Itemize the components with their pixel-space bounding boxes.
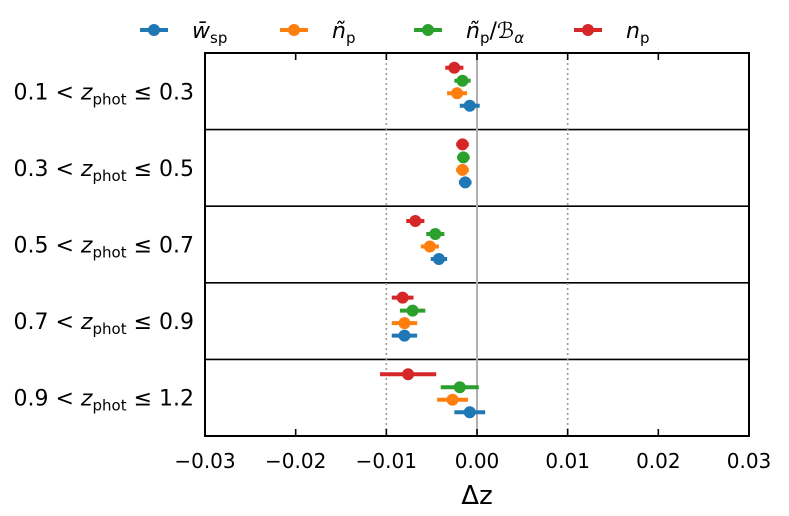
point-n_p-tilde-1 (456, 163, 469, 176)
legend-marker-2 (422, 24, 434, 36)
point-n_p-2 (409, 215, 422, 227)
bin-label: 0.7 < zphot ≤ 0.9 (14, 310, 195, 338)
point-w_sp-3 (398, 329, 411, 342)
legend-label-3: np (626, 19, 649, 47)
x-tick-label: −0.03 (174, 449, 235, 473)
point-n_p-tilde-/-B_alpha-0 (456, 74, 469, 87)
point-w_sp-2 (432, 253, 445, 265)
bin-label-var: z (80, 157, 93, 182)
x-tick-label: −0.01 (356, 449, 417, 473)
legend-label-1: ñp (332, 19, 355, 47)
legend-suffix: / (489, 19, 497, 44)
point-n_p-tilde-4 (446, 393, 459, 406)
bin-label-pre: 0.9 < (14, 387, 81, 412)
bin-label-pre: 0.5 < (14, 234, 81, 259)
bin-label: 0.5 < zphot ≤ 0.7 (14, 234, 195, 262)
bin-label: 0.1 < zphot ≤ 0.3 (14, 80, 195, 108)
point-n_p-tilde-/-B_alpha-1 (457, 151, 470, 164)
x-tick-label: 0.02 (636, 449, 681, 473)
point-n_p-4 (402, 368, 415, 381)
bin-label-pre: 0.1 < (14, 80, 81, 105)
legend-sub: p (346, 29, 356, 47)
legend-sub: p (640, 29, 650, 47)
bin-label-sub: phot (92, 167, 126, 185)
point-n_p-tilde-/-B_alpha-3 (406, 304, 419, 317)
bin-label-post: ≤ 0.9 (127, 310, 194, 335)
bin-label: 0.9 < zphot ≤ 1.2 (14, 387, 195, 415)
x-axis-label: Δz (461, 481, 492, 511)
legend-base: n (626, 19, 640, 44)
legend-base: ñ (466, 19, 480, 44)
bin-label-sub: phot (92, 397, 126, 415)
data-marks (379, 61, 486, 419)
bin-label-post: ≤ 0.5 (127, 157, 194, 182)
point-n_p-tilde-/-B_alpha-4 (453, 381, 466, 394)
axes: 0.1 < zphot ≤ 0.30.3 < zphot ≤ 0.50.5 < … (14, 52, 772, 473)
bin-label-sub: phot (92, 90, 126, 108)
point-w_sp-1 (459, 176, 472, 189)
point-w_sp-0 (463, 99, 476, 112)
bin-label-sub: phot (92, 244, 126, 262)
point-n_p-3 (396, 291, 409, 304)
point-n_p-tilde-3 (398, 317, 411, 330)
legend-sub: sp (210, 29, 227, 47)
legend-base: ñ (332, 19, 346, 44)
point-w_sp-4 (463, 406, 476, 419)
legend-extra-sub: α (514, 29, 524, 47)
bin-label-var: z (80, 387, 93, 412)
point-n_p-tilde-2 (423, 240, 436, 253)
x-tick-label: 0.01 (545, 449, 590, 473)
bin-label-var: z (80, 80, 93, 105)
reference-lines (385, 53, 569, 436)
bin-label-post: ≤ 1.2 (127, 387, 194, 412)
legend-label-0: w̄sp (192, 19, 227, 47)
legend-marker-3 (582, 24, 594, 36)
point-n_p-tilde-0 (451, 87, 464, 100)
bin-label-post: ≤ 0.3 (127, 80, 194, 105)
point-n_p-tilde-/-B_alpha-2 (429, 228, 442, 240)
bin-label-pre: 0.7 < (14, 310, 81, 335)
point-n_p-1 (456, 138, 469, 151)
x-tick-label: −0.02 (265, 449, 326, 473)
legend-marker-0 (148, 24, 160, 36)
bin-label-var: z (80, 234, 93, 259)
legend-base: w̄ (192, 19, 211, 44)
legend-sub: p (480, 29, 490, 47)
bin-label-var: z (80, 310, 93, 335)
bin-label-post: ≤ 0.7 (127, 234, 194, 259)
bin-label-pre: 0.3 < (14, 157, 81, 182)
legend-marker-1 (288, 24, 300, 36)
legend-label-2: ñp/ℬα (466, 19, 524, 47)
bin-label: 0.3 < zphot ≤ 0.5 (14, 157, 195, 185)
bin-label-sub: phot (92, 320, 126, 338)
legend-extra-base: ℬ (497, 19, 514, 44)
legend: w̄sp ñp ñp/ℬα np (140, 19, 649, 47)
x-tick-label: 0.00 (455, 449, 500, 473)
x-tick-label: 0.03 (727, 449, 772, 473)
point-n_p-0 (448, 61, 461, 74)
